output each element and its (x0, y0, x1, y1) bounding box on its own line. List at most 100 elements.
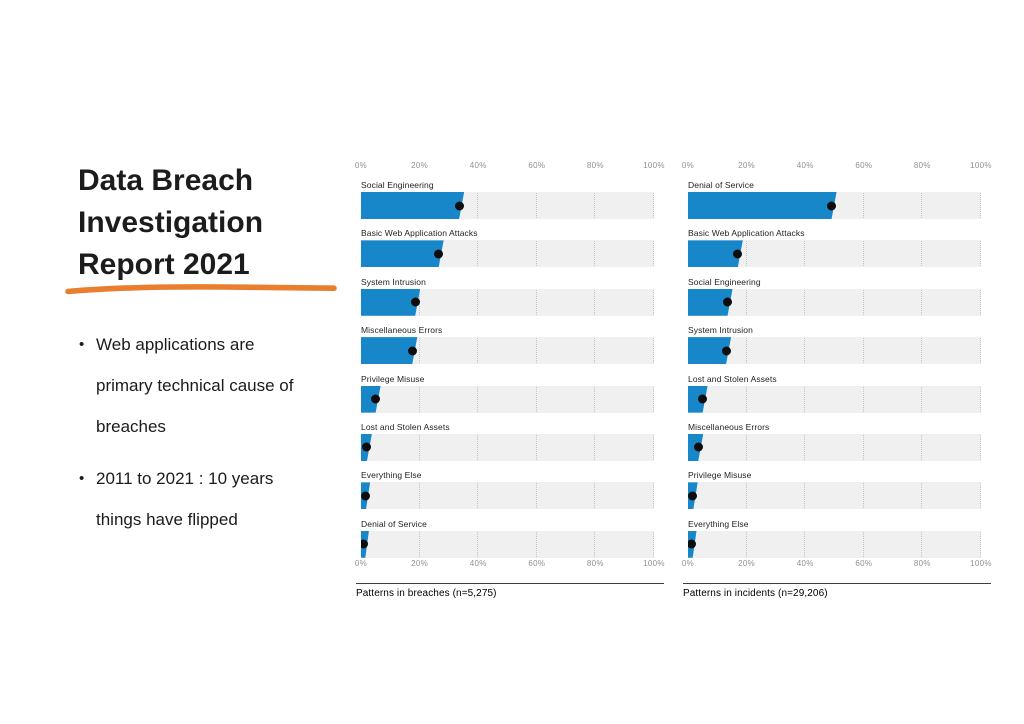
chart-row: Privilege Misuse (683, 469, 991, 517)
gridline (804, 386, 806, 412)
category-label: Basic Web Application Attacks (361, 228, 478, 239)
gridline (653, 338, 654, 364)
chart-row: Miscellaneous Errors (683, 421, 991, 469)
gridline (862, 338, 864, 364)
bar-track (688, 385, 981, 413)
bar (361, 240, 444, 267)
gridline (804, 241, 806, 267)
slide-title: Data Breach Investigation Report 2021 (78, 160, 263, 286)
axis-tick-label: 80% (913, 559, 931, 569)
value-dot (454, 201, 464, 210)
gridline (418, 434, 420, 460)
chart-row: Denial of Service (356, 518, 664, 566)
gridline (862, 193, 864, 218)
gridline (653, 531, 654, 557)
bar-track (361, 530, 654, 558)
bar (361, 386, 381, 413)
value-dot (361, 491, 370, 501)
value-dot (407, 346, 417, 356)
axis-tick-label: 0% (354, 559, 368, 569)
axis-tick-label: 40% (469, 161, 487, 170)
gridline (535, 338, 537, 364)
gridline (980, 338, 981, 364)
gridline (653, 241, 654, 267)
category-label: Basic Web Application Attacks (688, 228, 805, 239)
axis-tick-label: 80% (586, 559, 604, 569)
gridline (862, 289, 864, 315)
gridline (862, 241, 864, 267)
caption-rule (356, 583, 664, 585)
bar (361, 192, 464, 219)
bullet-list: • Web applications are primary technical c… (79, 324, 351, 551)
category-label: Lost and Stolen Assets (361, 421, 450, 432)
title-line-2: Investigation (78, 206, 264, 240)
category-label: Social Engineering (688, 276, 761, 287)
bullet-text-line: Web applications are (96, 335, 255, 354)
gridline (745, 338, 747, 364)
category-label: Lost and Stolen Assets (688, 373, 777, 384)
gridline (980, 483, 981, 509)
axis-tick-label: 80% (586, 161, 604, 170)
gridline (535, 289, 537, 315)
chart-row: Basic Web Application Attacks (683, 227, 991, 275)
axis-tick-label: 20% (411, 559, 429, 569)
gridline (862, 434, 864, 460)
value-dot (362, 442, 372, 452)
gridline (535, 531, 537, 557)
gridline (418, 531, 420, 557)
bar-track (361, 240, 654, 268)
value-dot (434, 249, 444, 259)
axis-tick-label: 60% (528, 559, 546, 569)
axis-tick-label: 0% (354, 161, 368, 170)
gridline (862, 483, 864, 509)
category-label: Miscellaneous Errors (688, 421, 770, 432)
axis-tick-label: 80% (913, 161, 931, 170)
axis-tick-label: 20% (738, 559, 756, 569)
chart-row: Social Engineering (356, 179, 664, 227)
gridline (653, 386, 654, 412)
value-dot (827, 201, 837, 210)
chart-row: Denial of Service (683, 179, 991, 227)
gridline (594, 289, 596, 315)
gridline (477, 434, 479, 460)
value-dot (721, 346, 731, 356)
gridline (594, 531, 596, 557)
x-axis-bottom: 0% 20% 40% 60% 80% 100% (354, 557, 665, 571)
gridline (980, 289, 981, 315)
bar-rows: Social Engineering Basic Web Application … (356, 179, 664, 566)
bar-track (361, 385, 654, 413)
category-label: Everything Else (688, 518, 749, 529)
bar-track (688, 337, 981, 365)
caption-rule (683, 583, 991, 585)
gridline (477, 386, 479, 412)
chart-row: Basic Web Application Attacks (356, 227, 664, 275)
gridline (653, 193, 654, 218)
value-dot (693, 442, 703, 452)
gridline (477, 193, 479, 218)
x-axis-top: 0% 20% 40% 60% 80% 100% (682, 158, 992, 179)
axis-tick-label: 40% (796, 161, 814, 170)
category-label: System Intrusion (688, 325, 753, 336)
bar-rows: Denial of Service Basic Web Application A… (683, 179, 991, 566)
chart-row: System Intrusion (683, 324, 991, 372)
gridline (594, 338, 596, 364)
gridline (745, 531, 747, 557)
value-dot (361, 539, 369, 549)
chart-row: Social Engineering (683, 276, 991, 324)
chart-row: Lost and Stolen Assets (356, 421, 664, 469)
gridline (804, 434, 806, 460)
gridline (477, 483, 479, 509)
value-dot (688, 539, 697, 549)
gridline (980, 434, 981, 460)
gridline (418, 483, 420, 509)
axis-tick-label: 20% (738, 161, 756, 170)
category-label: Miscellaneous Errors (361, 325, 443, 336)
chart-row: Everything Else (356, 469, 664, 517)
category-label: System Intrusion (361, 276, 426, 287)
gridline (745, 386, 747, 412)
chart-caption-incidents: Patterns in incidents (n=29,206) (683, 588, 828, 600)
gridline (921, 434, 923, 460)
title-line-3: Report 2021 (78, 248, 250, 282)
bar-track (361, 482, 654, 510)
